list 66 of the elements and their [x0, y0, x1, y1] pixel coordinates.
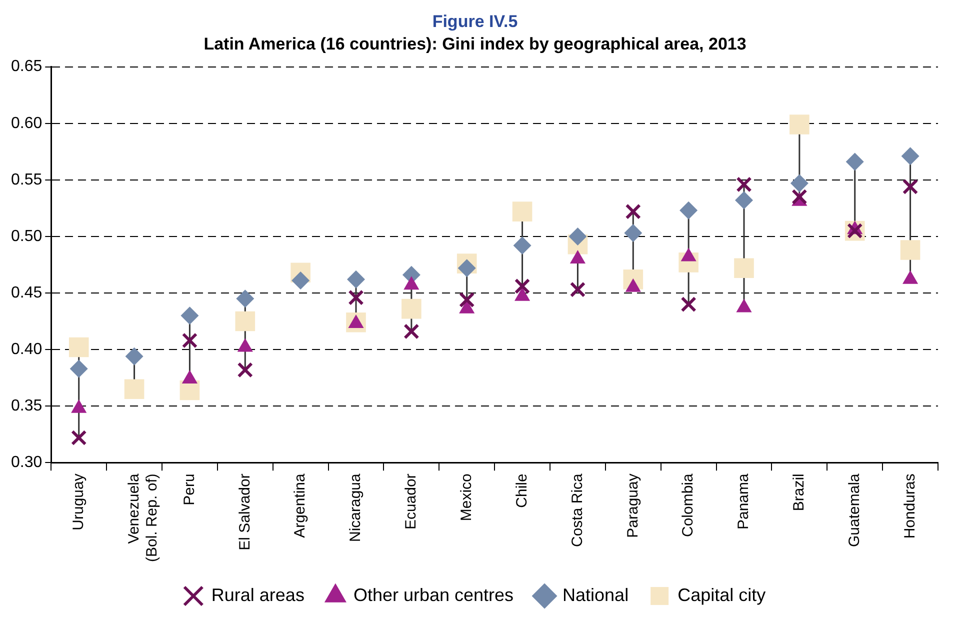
point: [182, 332, 198, 348]
x-tick-label: Brazil: [790, 474, 808, 512]
legend-label: Rural areas: [211, 584, 304, 605]
point: [235, 311, 256, 332]
legend-label: National: [562, 584, 629, 605]
x-tick-label: Colombia: [680, 472, 697, 538]
point: [790, 114, 810, 134]
point: [901, 147, 920, 166]
x-tick-label: Chile: [513, 474, 530, 508]
y-tick-label: 0.50: [11, 228, 42, 245]
point: [348, 290, 364, 306]
x-tick-label: Costa Rica: [568, 472, 586, 547]
x-tick-label: Venezuela (Bol. Rep. of): [125, 472, 160, 562]
point: [625, 204, 642, 220]
point: [680, 296, 696, 312]
point: [125, 347, 144, 366]
x-tick-label: Paraguay: [624, 473, 642, 538]
x-tick-label: Peru: [180, 474, 198, 506]
point: [180, 306, 199, 325]
point: [347, 270, 365, 288]
legend-label: Other urban centres: [353, 584, 514, 605]
point: [404, 324, 420, 340]
point: [68, 337, 89, 358]
x-tick-label: Argentina: [292, 472, 309, 538]
point: [514, 278, 530, 294]
point: [70, 360, 88, 378]
point: [792, 188, 808, 205]
point: [902, 178, 918, 195]
point: [513, 236, 532, 254]
y-tick-label: 0.35: [11, 397, 42, 414]
point: [735, 191, 753, 210]
point: [237, 362, 254, 378]
point: [624, 224, 642, 242]
x-tick-label: Mexico: [458, 474, 475, 522]
y-tick-label: 0.45: [11, 284, 42, 302]
point: [846, 152, 864, 171]
y-tick-label: 0.60: [11, 114, 42, 132]
point: [124, 379, 144, 400]
point: [236, 290, 254, 308]
point: [512, 202, 532, 222]
y-tick-label: 0.30: [11, 454, 42, 472]
x-tick-label: Uruguay: [70, 473, 87, 530]
x-tick-label: Panama: [735, 472, 752, 530]
point: [568, 227, 587, 246]
chart-title: Figure IV.5: [432, 12, 518, 31]
y-tick-label: 0.40: [11, 340, 42, 358]
chart-subtitle: Latin America (16 countries): Gini index by geographical area, 2013: [204, 34, 746, 54]
x-tick-label: Nicaragua: [347, 472, 364, 542]
point: [458, 259, 476, 278]
point: [734, 258, 754, 278]
y-tick-label: 0.65: [11, 58, 42, 76]
point: [900, 240, 920, 260]
x-tick-label: El Salvador: [236, 474, 254, 550]
legend-label: Capital city: [678, 584, 766, 605]
point: [680, 201, 698, 220]
point: [292, 272, 310, 290]
y-tick-label: 0.55: [11, 171, 42, 188]
x-tick-label: Honduras: [901, 474, 918, 539]
point: [402, 298, 422, 319]
x-tick-label: Ecuador: [402, 474, 420, 530]
point: [458, 292, 475, 308]
point: [790, 174, 808, 192]
x-tick-label: Guatemala: [846, 472, 863, 548]
point: [736, 176, 752, 192]
point: [70, 430, 87, 446]
point: [570, 282, 586, 298]
